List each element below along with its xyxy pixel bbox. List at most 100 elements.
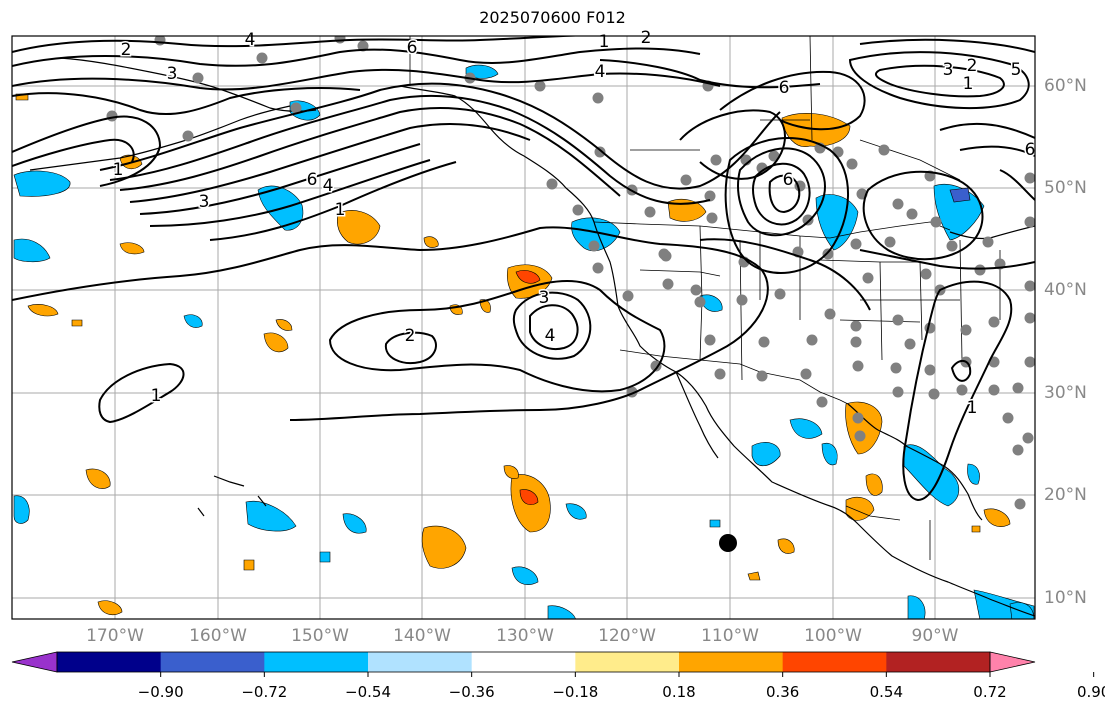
station-dot bbox=[960, 324, 972, 336]
station-dot bbox=[774, 288, 786, 300]
contour-line bbox=[768, 174, 801, 214]
contour-line bbox=[959, 145, 1035, 157]
positive-anomaly-region bbox=[71, 319, 83, 327]
us-canada-border bbox=[593, 221, 951, 239]
contour-line bbox=[679, 109, 786, 180]
contour-label: 2 bbox=[121, 40, 132, 60]
station-dot bbox=[662, 278, 674, 290]
colorbar-extend-min bbox=[11, 651, 58, 673]
station-dot bbox=[290, 102, 302, 114]
station-dot bbox=[1024, 280, 1035, 292]
contour-line bbox=[139, 143, 421, 215]
station-dot bbox=[892, 386, 904, 398]
station-dot bbox=[1012, 382, 1024, 394]
station-dot bbox=[572, 204, 584, 216]
station-markers bbox=[106, 36, 1035, 510]
contour-line bbox=[999, 169, 1035, 201]
station-dot bbox=[846, 158, 858, 170]
contour-label: 4 bbox=[245, 30, 256, 50]
contour-line bbox=[862, 170, 984, 261]
colorbar bbox=[11, 651, 1095, 677]
contour-label: 6 bbox=[307, 170, 318, 190]
negative-anomaly-region bbox=[789, 418, 823, 439]
station-dot bbox=[644, 206, 656, 218]
baja-california bbox=[675, 371, 719, 459]
longitude-label: 130°W bbox=[496, 626, 554, 646]
contour-line bbox=[752, 162, 811, 226]
contour-line bbox=[12, 36, 650, 53]
station-dot bbox=[974, 264, 986, 276]
contour-line bbox=[384, 331, 437, 364]
contour-line bbox=[328, 280, 666, 393]
station-dot bbox=[806, 334, 818, 346]
colorbar-swatch bbox=[160, 652, 265, 672]
station-dot bbox=[622, 290, 634, 302]
us-mexico-border bbox=[619, 349, 849, 405]
colorbar-tick-label: −0.18 bbox=[552, 683, 599, 701]
station-dot bbox=[592, 92, 604, 104]
map-frame bbox=[11, 35, 1036, 620]
positive-anomaly-region bbox=[85, 468, 111, 489]
colorbar-swatch bbox=[782, 652, 887, 672]
strong-positive-anomaly-region bbox=[515, 270, 541, 284]
positive-anomaly-region bbox=[243, 559, 255, 571]
station-dot bbox=[534, 80, 546, 92]
station-dot bbox=[1024, 216, 1035, 228]
station-dot bbox=[334, 36, 346, 44]
station-dot bbox=[852, 412, 864, 424]
station-dot bbox=[988, 316, 1000, 328]
station-dot bbox=[920, 268, 932, 280]
height-contours bbox=[12, 36, 1035, 502]
contour-line bbox=[99, 82, 781, 190]
station-dot bbox=[594, 146, 606, 158]
station-dot bbox=[756, 370, 768, 382]
contour-line bbox=[699, 238, 871, 311]
station-dot bbox=[890, 362, 902, 374]
contour-line bbox=[12, 47, 701, 67]
station-dot bbox=[1022, 432, 1034, 444]
negative-anomaly-region bbox=[933, 184, 985, 241]
station-dot bbox=[988, 384, 1000, 396]
station-dot bbox=[768, 150, 780, 162]
colorbar-swatch bbox=[886, 652, 991, 672]
contour-label: 1 bbox=[113, 160, 124, 180]
positive-anomaly-region bbox=[263, 332, 289, 353]
station-dot bbox=[1024, 356, 1035, 368]
longitude-label: 160°W bbox=[189, 626, 247, 646]
negative-anomaly-region bbox=[13, 238, 51, 263]
longitude-label: 140°W bbox=[393, 626, 451, 646]
latitude-label: 60°N bbox=[1044, 76, 1087, 96]
positive-anomaly-region bbox=[667, 199, 707, 222]
contour-line bbox=[109, 94, 711, 205]
longitude-label: 170°W bbox=[86, 626, 144, 646]
station-dot bbox=[736, 294, 748, 306]
station-dot bbox=[714, 368, 726, 380]
contour-label: 2 bbox=[405, 326, 416, 346]
station-dot bbox=[1002, 412, 1014, 424]
colorbar-tick-label: 0.72 bbox=[973, 683, 1007, 701]
station-dot bbox=[546, 178, 558, 190]
positive-anomaly-region bbox=[337, 210, 381, 245]
station-dot bbox=[850, 336, 862, 348]
storm-center-marker bbox=[719, 534, 737, 552]
negative-anomaly-region bbox=[13, 495, 30, 524]
station-dot bbox=[924, 364, 936, 376]
negative-anomaly-region bbox=[821, 442, 838, 466]
station-dot bbox=[756, 162, 768, 174]
positive-anomaly-region bbox=[97, 600, 123, 615]
positive-anomaly-region bbox=[27, 304, 59, 317]
station-dot bbox=[690, 284, 702, 296]
contour-label: 1 bbox=[967, 398, 978, 418]
station-dot bbox=[592, 262, 604, 274]
contour-line bbox=[98, 362, 185, 424]
contour-line bbox=[209, 161, 457, 241]
station-dot bbox=[956, 384, 968, 396]
station-dot bbox=[852, 360, 864, 372]
gulf-coast bbox=[847, 403, 983, 521]
longitude-label: 90°W bbox=[911, 626, 959, 646]
positive-anomaly-region bbox=[119, 242, 145, 255]
colorbar-frame bbox=[56, 651, 991, 673]
station-dot bbox=[694, 296, 706, 308]
contour-label: 1 bbox=[335, 200, 346, 220]
